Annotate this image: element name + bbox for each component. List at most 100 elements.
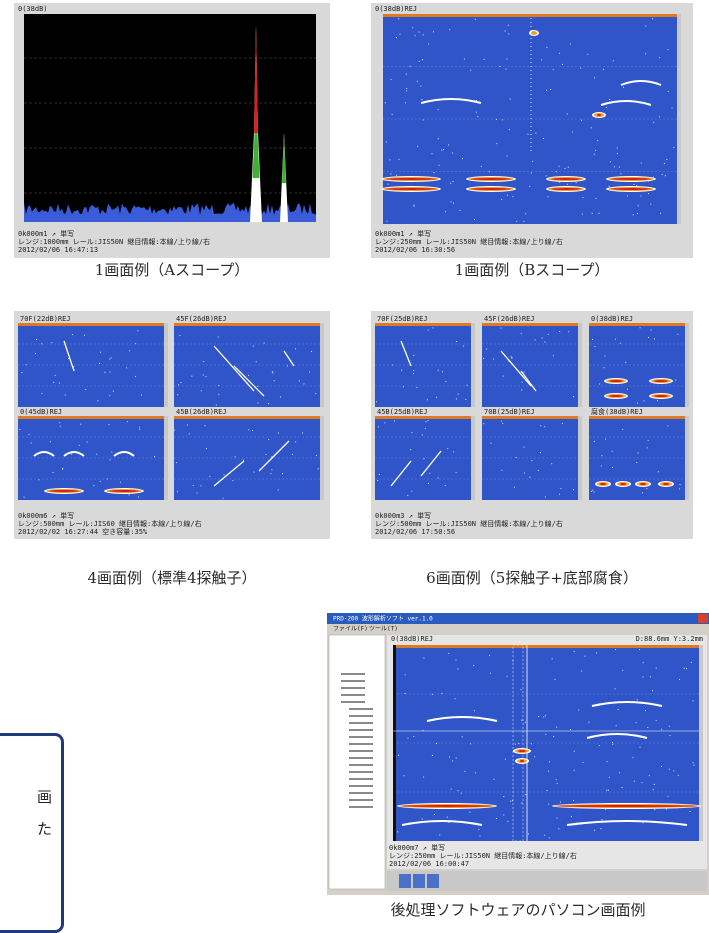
footer-line: 0k000m6 ↗ 単写	[18, 511, 74, 520]
noise	[500, 327, 502, 329]
noise	[486, 348, 488, 350]
noise	[426, 399, 428, 401]
noise	[609, 98, 611, 100]
noise	[551, 658, 553, 660]
tool-button[interactable]	[413, 874, 425, 888]
echo	[551, 178, 581, 180]
noise	[544, 341, 546, 343]
noise	[521, 381, 523, 383]
noise	[516, 220, 518, 222]
tool-button[interactable]	[399, 874, 411, 888]
noise	[479, 835, 481, 837]
noise	[558, 828, 560, 830]
noise	[573, 750, 575, 752]
noise	[129, 350, 131, 352]
noise	[398, 158, 400, 160]
echo	[600, 483, 606, 485]
noise	[438, 164, 440, 166]
noise	[507, 820, 509, 822]
noise	[506, 58, 508, 60]
noise	[616, 147, 618, 149]
noise	[110, 357, 112, 359]
noise	[93, 485, 95, 487]
noise	[413, 354, 415, 356]
menu-item[interactable]: ファイル(F)	[333, 626, 368, 633]
noise	[439, 834, 441, 836]
note-text: た	[37, 820, 53, 838]
noise	[202, 374, 204, 376]
menu-item[interactable]: ツール(T)	[369, 626, 398, 633]
noise	[591, 212, 593, 214]
noise	[538, 716, 540, 718]
tree-item	[349, 778, 373, 780]
noise	[547, 196, 549, 198]
noise	[451, 152, 453, 154]
tree-item	[349, 757, 373, 759]
noise	[622, 428, 624, 430]
noise	[683, 667, 685, 669]
echo	[620, 80, 662, 86]
noise	[619, 342, 621, 344]
noise	[473, 710, 475, 712]
noise	[493, 358, 495, 360]
noise	[470, 69, 472, 71]
noise	[646, 447, 648, 449]
noise	[412, 27, 414, 29]
noise	[568, 331, 570, 333]
four-screen: 0k000m6 ↗ 単写 レンジ:500mm レール:JIS60 継目情報:本線…	[14, 311, 330, 539]
noise	[689, 811, 691, 813]
tool-button[interactable]	[427, 874, 439, 888]
noise	[62, 468, 64, 470]
noise	[548, 761, 550, 763]
noise	[404, 102, 406, 104]
scale-bar	[685, 323, 689, 407]
noise	[598, 212, 600, 214]
noise	[174, 429, 176, 431]
noise	[263, 342, 265, 344]
echo	[402, 805, 492, 807]
noise	[521, 389, 523, 391]
plot-area	[174, 416, 324, 500]
noise	[448, 144, 450, 146]
noise	[463, 345, 465, 347]
noise	[25, 364, 27, 366]
noise	[454, 698, 456, 700]
noise	[642, 492, 644, 494]
noise	[437, 109, 439, 111]
noise	[648, 193, 650, 195]
noise	[444, 485, 446, 487]
close-button[interactable]	[698, 614, 708, 623]
noise	[178, 384, 180, 386]
noise	[421, 434, 423, 436]
noise	[572, 489, 574, 491]
title-bar	[327, 613, 709, 624]
noise	[469, 811, 471, 813]
noise	[595, 197, 597, 199]
noise	[38, 479, 40, 481]
noise	[52, 471, 54, 473]
noise	[650, 329, 652, 331]
noise	[80, 423, 82, 425]
scale-bar	[685, 416, 689, 500]
noise	[317, 468, 319, 470]
noise	[667, 49, 669, 51]
echo	[426, 716, 498, 722]
noise	[405, 73, 407, 75]
noise	[594, 346, 596, 348]
noise	[573, 651, 575, 653]
noise	[422, 34, 424, 36]
noise	[257, 402, 259, 404]
tree-item	[349, 715, 373, 717]
noise	[109, 459, 111, 461]
tree-item	[341, 694, 365, 696]
noise	[68, 358, 70, 360]
noise	[54, 374, 56, 376]
noise	[619, 772, 621, 774]
screen-label: 0(38dB)REJ	[591, 315, 633, 323]
noise	[480, 165, 482, 167]
noise	[41, 392, 43, 394]
noise	[645, 53, 647, 55]
noise	[523, 472, 525, 474]
noise	[644, 710, 646, 712]
noise	[422, 59, 424, 61]
